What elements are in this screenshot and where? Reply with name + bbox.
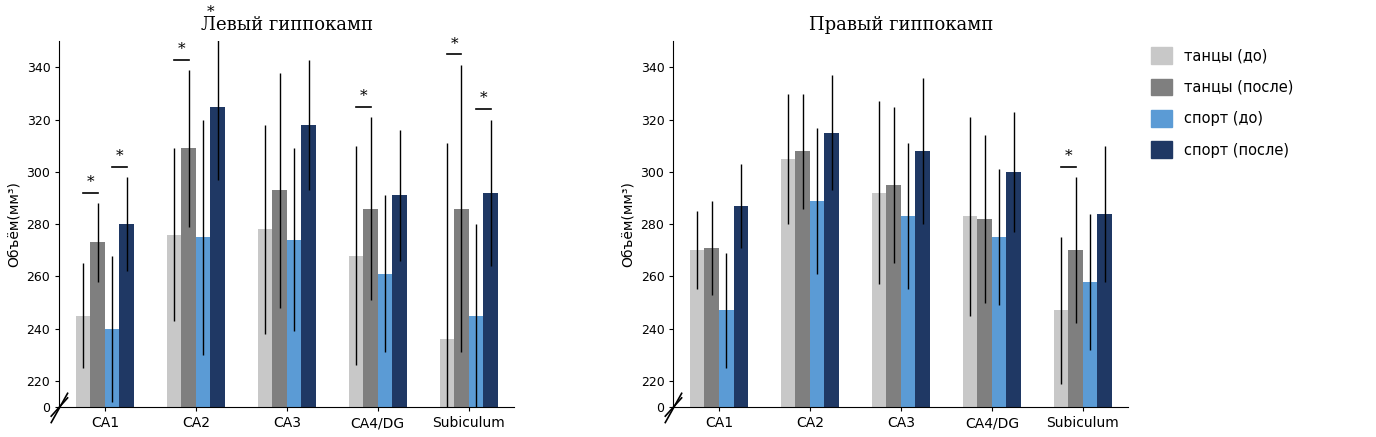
Bar — [105, 329, 120, 407]
Bar — [872, 193, 886, 407]
Title: Правый гиппокамп: Правый гиппокамп — [809, 16, 993, 34]
Bar — [915, 151, 930, 407]
Bar — [977, 219, 992, 407]
Text: *: * — [178, 42, 186, 56]
Bar — [705, 248, 718, 407]
Bar — [454, 208, 469, 407]
Legend: танцы (до), танцы (после), спорт (до), спорт (после): танцы (до), танцы (после), спорт (до), с… — [1145, 42, 1299, 164]
Bar — [901, 216, 915, 407]
Bar — [780, 159, 795, 407]
Text: *: * — [87, 175, 94, 189]
Bar — [166, 235, 182, 407]
Bar — [718, 310, 733, 407]
Bar — [363, 208, 378, 407]
Bar — [886, 185, 901, 407]
Text: *: * — [206, 5, 215, 19]
Bar — [810, 201, 824, 407]
Bar — [182, 149, 195, 407]
Bar — [689, 250, 705, 407]
Text: *: * — [116, 149, 124, 163]
Bar — [992, 237, 1006, 407]
Bar — [963, 216, 977, 407]
Y-axis label: Объём(мм³): Объём(мм³) — [621, 181, 634, 267]
Bar — [211, 107, 224, 407]
Bar — [1083, 282, 1098, 407]
Bar — [824, 133, 839, 407]
Bar — [91, 243, 105, 407]
Bar — [1054, 310, 1068, 407]
Bar — [301, 125, 316, 407]
Y-axis label: Объём(мм³): Объём(мм³) — [7, 181, 21, 267]
Bar — [440, 339, 454, 407]
Title: Левый гиппокамп: Левый гиппокамп — [201, 16, 373, 34]
Bar — [348, 256, 363, 407]
Bar — [120, 224, 133, 407]
Bar — [195, 237, 211, 407]
Bar — [733, 206, 749, 407]
Bar — [76, 316, 91, 407]
Bar — [795, 151, 810, 407]
Bar — [483, 193, 498, 407]
Bar — [1068, 250, 1083, 407]
Bar — [272, 190, 286, 407]
Bar — [378, 274, 392, 407]
Text: *: * — [450, 37, 458, 51]
Bar — [469, 316, 483, 407]
Text: *: * — [359, 89, 367, 103]
Text: *: * — [479, 91, 487, 105]
Bar — [1006, 172, 1021, 407]
Bar — [257, 229, 272, 407]
Text: *: * — [1065, 149, 1072, 163]
Bar — [286, 240, 301, 407]
Bar — [1098, 214, 1112, 407]
Bar — [392, 195, 407, 407]
